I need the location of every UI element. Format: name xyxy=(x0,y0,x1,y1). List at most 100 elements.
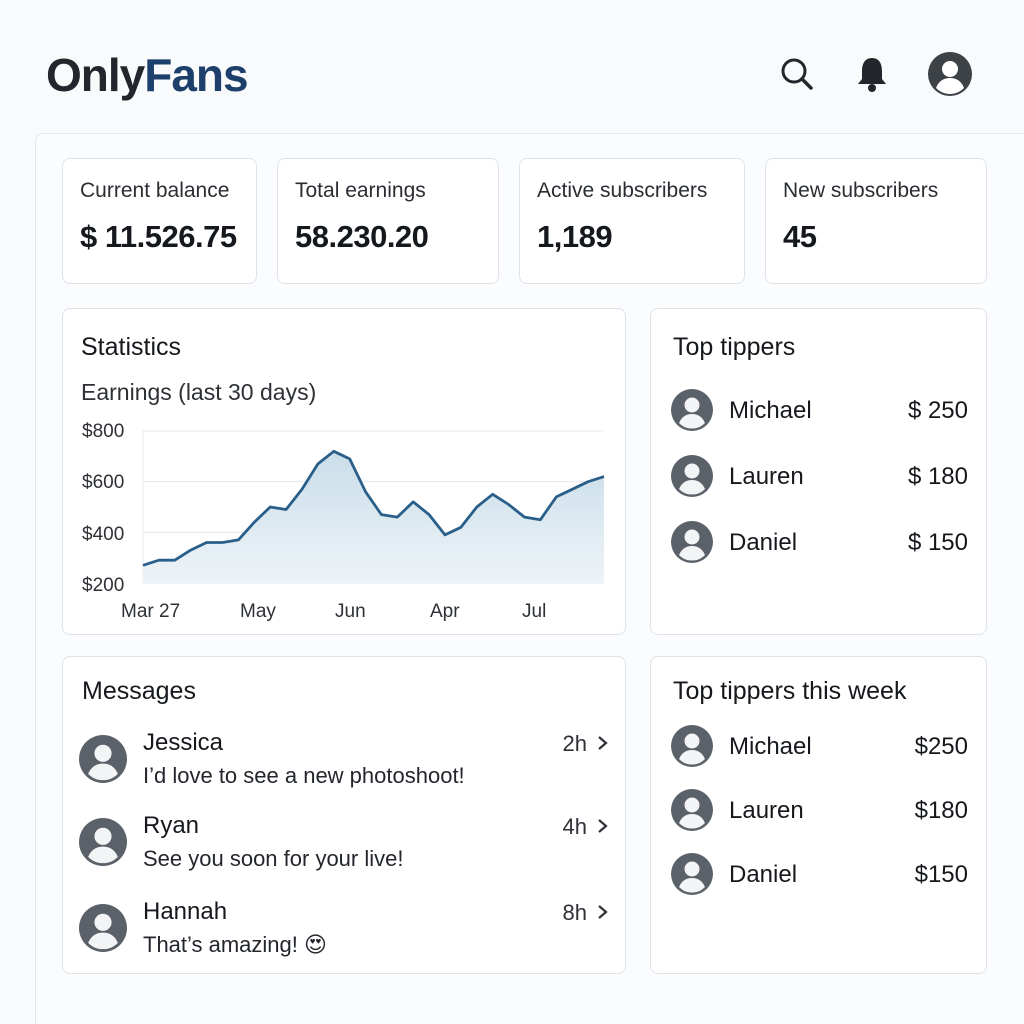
y-tick-label: $200 xyxy=(82,575,125,596)
tipper-amount: $ 150 xyxy=(907,529,968,556)
chart-point[interactable] xyxy=(490,491,496,497)
tipper-row[interactable]: Daniel $ 150 xyxy=(671,521,968,565)
tipper-amount: $150 xyxy=(914,861,968,888)
chart-point[interactable] xyxy=(363,489,369,495)
chart-point[interactable] xyxy=(410,499,416,505)
x-tick-label: Mar 27 xyxy=(121,601,181,622)
tipper-name: Michael xyxy=(729,733,812,760)
stat-value: 58.230.20 xyxy=(295,219,429,254)
chart-point[interactable] xyxy=(267,504,273,510)
user-avatar-icon xyxy=(671,853,713,895)
messages-card: Messages Jessica I’d love to see a new p… xyxy=(62,656,626,974)
statistics-title: Statistics xyxy=(81,333,182,361)
tipper-row[interactable]: Lauren $180 xyxy=(671,789,968,833)
tipper-row[interactable]: Michael $250 xyxy=(671,725,968,769)
x-tick-label: Apr xyxy=(430,601,460,622)
chart-point[interactable] xyxy=(537,517,543,523)
stat-value: 45 xyxy=(783,219,817,254)
top-tippers-title: Top tippers xyxy=(673,333,796,361)
message-preview: I’d love to see a new photoshoot! xyxy=(143,763,465,788)
messages-title: Messages xyxy=(82,677,196,705)
top-tippers-week-card: Top tippers this week Michael $250 Laure… xyxy=(650,656,987,974)
user-avatar-icon xyxy=(671,389,713,431)
stat-card-active-subscribers[interactable]: Active subscribers 1,189 xyxy=(519,158,745,284)
chart-point[interactable] xyxy=(283,507,289,513)
earnings-line xyxy=(142,449,605,567)
bell-icon[interactable] xyxy=(850,52,894,96)
x-tick-label: Jun xyxy=(335,601,366,622)
earnings-chart[interactable] xyxy=(63,309,627,636)
message-time: 4h xyxy=(562,814,587,839)
user-avatar-icon xyxy=(671,455,713,497)
chart-point[interactable] xyxy=(474,504,480,510)
chart-point[interactable] xyxy=(506,501,512,507)
chart-point[interactable] xyxy=(458,524,464,530)
chevron-right-icon xyxy=(598,819,608,833)
message-row[interactable]: Hannah That’s amazing! 😍 8h xyxy=(79,898,611,962)
logo[interactable]: OnlyFans xyxy=(46,48,249,102)
y-tick-label: $600 xyxy=(82,472,125,493)
chart-point[interactable] xyxy=(204,539,210,545)
chart-point[interactable] xyxy=(394,514,400,520)
tipper-name: Daniel xyxy=(729,861,798,888)
stat-card-new-subscribers[interactable]: New subscribers 45 xyxy=(765,158,987,284)
chevron-right-icon xyxy=(598,736,608,750)
chart-point[interactable] xyxy=(219,539,225,545)
chart-point[interactable] xyxy=(299,486,305,492)
tipper-row[interactable]: Daniel $150 xyxy=(671,853,968,897)
chart-point[interactable] xyxy=(601,474,607,480)
chart-point[interactable] xyxy=(140,562,146,568)
chart-point[interactable] xyxy=(553,494,559,500)
tipper-name: Daniel xyxy=(729,529,798,556)
chart-point[interactable] xyxy=(235,537,241,543)
x-tick-label: Jul xyxy=(522,601,547,622)
stat-card-total-earnings[interactable]: Total earnings 58.230.20 xyxy=(277,158,499,284)
statistics-card: Statistics Earnings (last 30 days) $800 … xyxy=(62,308,626,635)
top-bar: OnlyFans xyxy=(0,0,1024,130)
tipper-amount: $ 180 xyxy=(907,463,968,490)
message-preview: That’s amazing! 😍 xyxy=(143,932,327,957)
message-time: 2h xyxy=(562,731,587,756)
chart-point[interactable] xyxy=(347,456,353,462)
y-tick-label: $800 xyxy=(82,421,125,442)
stat-label: New subscribers xyxy=(783,179,939,202)
chart-point[interactable] xyxy=(585,479,591,485)
chart-point[interactable] xyxy=(331,448,337,454)
user-avatar-icon xyxy=(79,735,127,783)
profile-avatar-icon[interactable] xyxy=(928,52,972,96)
chart-point[interactable] xyxy=(172,557,178,563)
stat-value: 1,189 xyxy=(537,219,613,254)
tipper-row[interactable]: Michael $ 250 xyxy=(671,389,968,433)
chart-point[interactable] xyxy=(522,514,528,520)
tipper-name: Michael xyxy=(729,397,812,424)
earnings-area xyxy=(143,451,604,583)
search-icon[interactable] xyxy=(775,52,819,96)
message-time: 8h xyxy=(562,900,587,925)
message-sender: Hannah xyxy=(143,898,228,925)
chart-point[interactable] xyxy=(156,557,162,563)
stat-label: Total earnings xyxy=(295,179,426,202)
stat-label: Active subscribers xyxy=(537,179,708,202)
chart-point[interactable] xyxy=(442,532,448,538)
tipper-amount: $250 xyxy=(914,733,968,760)
tipper-name: Lauren xyxy=(729,797,804,824)
user-avatar-icon xyxy=(671,789,713,831)
user-avatar-icon xyxy=(79,904,127,952)
chart-point[interactable] xyxy=(188,547,194,553)
user-avatar-icon xyxy=(671,725,713,767)
stat-card-current-balance[interactable]: Current balance $ 11.526.75 xyxy=(62,158,257,284)
message-row[interactable]: Jessica I’d love to see a new photoshoot… xyxy=(79,729,611,793)
chevron-right-icon xyxy=(598,905,608,919)
chart-point[interactable] xyxy=(315,461,321,467)
chart-point[interactable] xyxy=(569,486,575,492)
message-preview: See you soon for your live! xyxy=(143,846,404,871)
logo-text-only: Only xyxy=(46,49,145,101)
stat-label: Current balance xyxy=(80,179,230,202)
statistics-subtitle: Earnings (last 30 days) xyxy=(81,379,317,405)
tipper-row[interactable]: Lauren $ 180 xyxy=(671,455,968,499)
chart-point[interactable] xyxy=(251,519,257,525)
chart-point[interactable] xyxy=(378,512,384,518)
message-sender: Jessica xyxy=(143,729,224,756)
message-row[interactable]: Ryan See you soon for your live! 4h xyxy=(79,812,611,876)
chart-point[interactable] xyxy=(426,512,432,518)
